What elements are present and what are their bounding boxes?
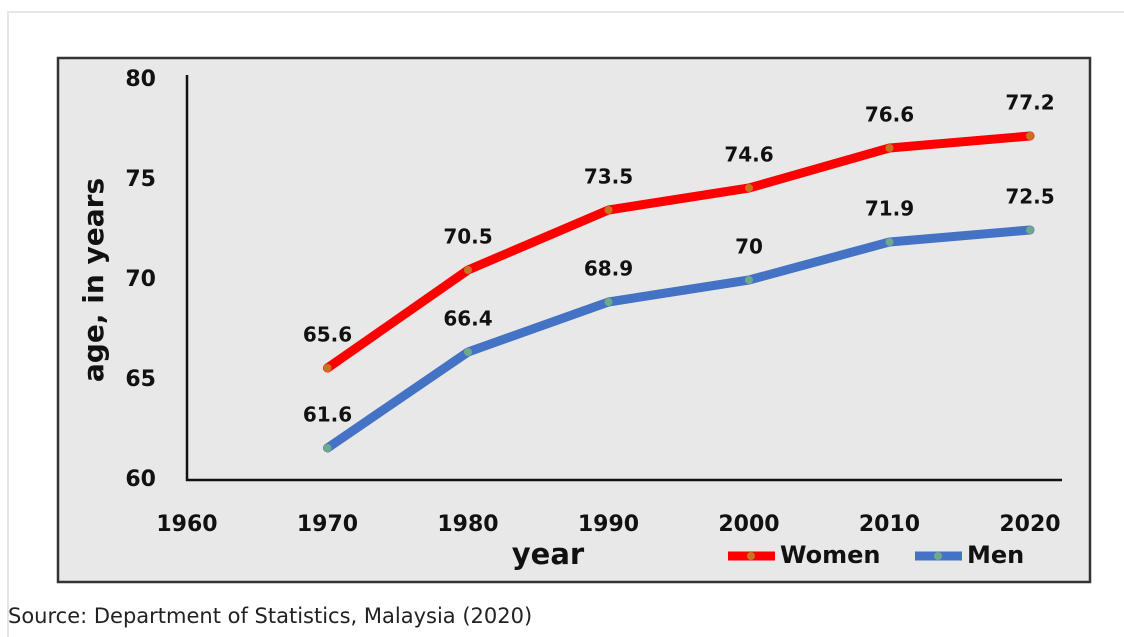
marker [604,206,613,214]
marker [1026,226,1034,234]
legend-label: Men [967,541,1024,569]
x-tick-label: 2000 [718,512,779,537]
legend-marker [934,552,942,560]
y-tick-label: 70 [125,267,156,292]
y-tick-label: 75 [125,167,156,192]
data-label: 72.5 [1005,185,1054,209]
x-tick-label: 1980 [437,512,498,537]
marker [464,266,472,274]
marker [464,348,472,356]
marker [885,238,894,246]
line [323,225,1035,453]
x-tick-label: 1970 [297,512,358,537]
y-tick-label: 80 [125,67,156,92]
legend-label: Women [780,541,880,569]
marker [745,184,753,192]
y-tick-label: 60 [125,467,156,492]
marker [323,364,332,372]
x-tick-label: 1960 [156,512,217,537]
data-label: 61.6 [303,403,352,427]
marker [745,276,753,284]
marker [1026,132,1034,140]
x-tick-label: 2020 [999,512,1060,537]
marker [323,444,332,452]
source-note: Source: Department of Statistics, Malays… [8,604,532,628]
data-label: 66.4 [443,307,492,331]
data-label: 76.6 [865,103,914,127]
x-tick-label: 1990 [578,512,639,537]
plot-box [56,56,1092,584]
y-tick-label: 65 [125,367,156,392]
data-label: 65.6 [303,323,352,347]
data-label: 74.6 [724,143,773,167]
x-tick-label: 2010 [859,512,920,537]
x-axis-label: year [512,537,585,571]
data-label: 73.5 [584,165,633,189]
data-label: 71.9 [865,197,914,221]
marker [604,298,613,306]
marker [885,144,894,152]
line [323,131,1035,373]
data-label: 70 [735,235,763,259]
y-axis-label: age, in years [77,178,110,382]
data-label: 68.9 [584,257,633,281]
data-label: 77.2 [1005,91,1054,115]
data-label: 70.5 [443,225,492,249]
legend-marker [747,552,755,560]
